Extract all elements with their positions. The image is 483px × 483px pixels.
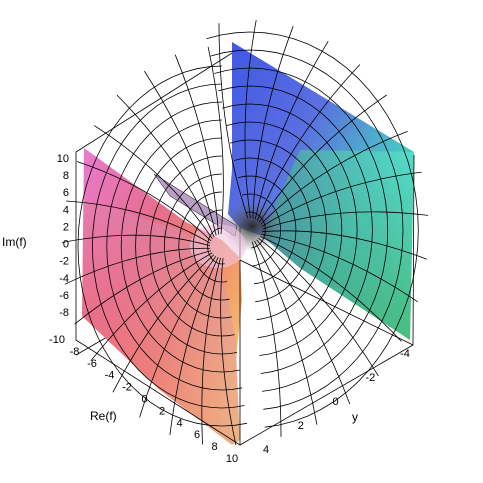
x-axis-tick: -8 (70, 346, 80, 358)
y-axis-tick: 4 (263, 444, 269, 456)
mesh-line (120, 119, 240, 373)
y-axis-tick: 0 (332, 396, 338, 408)
mesh-line (174, 54, 219, 235)
y-axis-tick: -2 (365, 372, 375, 384)
x-axis-tick: 0 (141, 394, 147, 406)
x-axis-tick: 6 (194, 429, 200, 441)
x-axis-tick: -6 (87, 358, 97, 370)
mesh-line (74, 250, 212, 325)
z-axis-tick: 4 (63, 204, 69, 216)
z-axis-tick: -2 (59, 256, 69, 268)
x-axis-tick: 8 (211, 441, 217, 453)
mesh-line (76, 161, 212, 242)
mesh-line (210, 49, 404, 410)
z-axis-tick: 10 (57, 153, 69, 165)
mesh-line (169, 257, 219, 436)
mesh-line (139, 256, 217, 418)
mesh-line (214, 67, 389, 392)
z-axis-tick: -6 (59, 290, 69, 302)
mesh-line (218, 23, 249, 219)
x-axis-label: Re(f) (90, 409, 117, 423)
back-surface (222, 42, 414, 340)
z-axis-tick: 0 (63, 239, 69, 251)
mesh-line (207, 227, 225, 265)
mesh-line (61, 234, 211, 247)
z-axis-tick: -8 (59, 307, 69, 319)
y-axis-label: y (352, 410, 358, 424)
mesh-line (192, 209, 228, 283)
mesh-line (144, 70, 217, 236)
mesh-line (241, 193, 282, 267)
mesh-line (112, 254, 215, 393)
mesh-line (207, 46, 224, 235)
mesh-line (178, 191, 230, 301)
mesh-line (135, 137, 238, 355)
mesh-line (116, 94, 215, 238)
y-axis-tick: -4 (400, 348, 410, 360)
mesh-line (93, 125, 213, 240)
z-axis: Im(f) 10 8 6 4 2 0 -2 -4 -6 -8 (2, 153, 69, 319)
mesh-line (66, 200, 211, 244)
mesh-line (234, 157, 312, 303)
y-axis: y 4 2 0 -2 -4 (263, 348, 410, 456)
z-axis-tick: -4 (59, 273, 69, 285)
mesh-line (149, 155, 235, 337)
mesh-line (90, 252, 213, 361)
surface-mesh (61, 20, 429, 446)
x-axis-tick: -4 (105, 370, 115, 382)
mesh-line (230, 139, 327, 321)
z-axis-label: Im(f) (2, 235, 27, 249)
mesh-line (226, 121, 343, 338)
x-axis-tick: -2 (122, 382, 132, 394)
mesh-line (245, 211, 266, 249)
mesh-line (222, 103, 358, 356)
mesh-line (220, 257, 237, 446)
mesh-line (77, 65, 248, 427)
mesh-line (91, 83, 245, 409)
x-axis-tick: -10 (49, 334, 65, 346)
mesh-line (106, 101, 243, 391)
mesh-line (163, 173, 233, 319)
mesh-line (218, 85, 373, 374)
mesh-line (238, 175, 297, 285)
z-axis-tick: 6 (63, 187, 69, 199)
x-axis-tick: 4 (176, 417, 182, 429)
z-axis-tick: 8 (63, 170, 69, 182)
z-axis-tick: 2 (63, 221, 69, 233)
x-axis-tick: 2 (159, 405, 165, 417)
plot-box-front (75, 152, 415, 446)
mesh-line (206, 31, 419, 428)
y-axis-tick: 2 (298, 420, 304, 432)
x-axis-tick: 10 (226, 453, 238, 465)
mesh-line (64, 247, 211, 285)
